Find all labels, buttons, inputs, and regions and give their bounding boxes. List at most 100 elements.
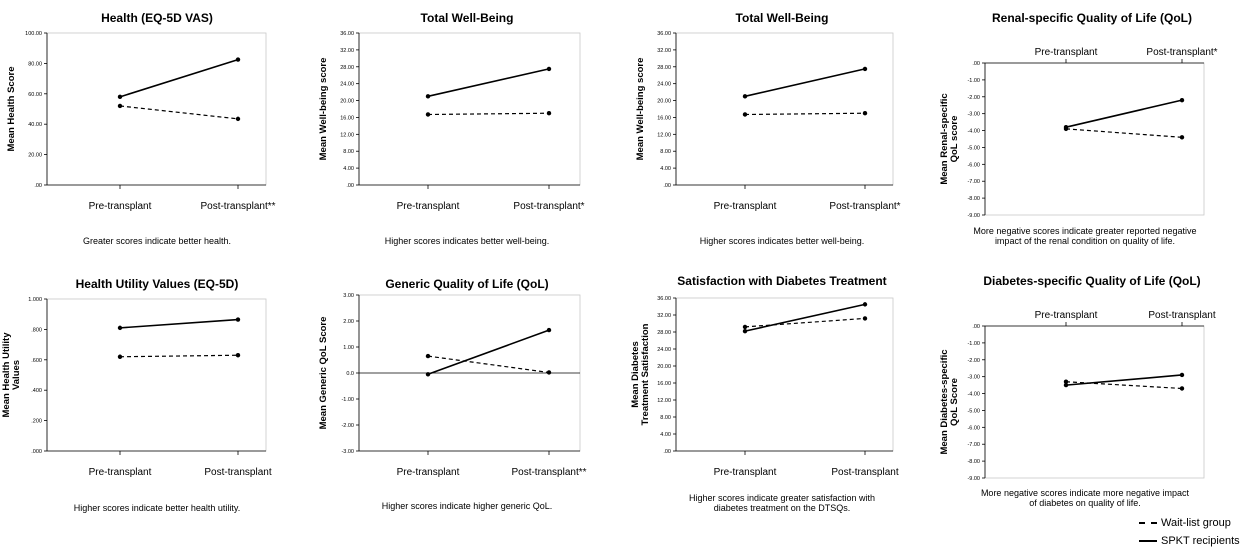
chart-title: Diabetes-specific Quality of Life (QoL) — [983, 274, 1200, 288]
chart-caption: More negative scores indicate greater re… — [973, 226, 1196, 246]
y-axis-label: Mean DiabetesTreatment Satisfaction — [630, 323, 651, 425]
y-axis-label: Mean Health Score — [6, 67, 17, 152]
legend-item-spkt: SPKT recipients — [1139, 532, 1247, 550]
data-point-spkt — [1179, 372, 1185, 378]
y-tick-label: .00 — [346, 183, 354, 189]
y-tick-label: 1.000 — [28, 297, 42, 303]
y-tick-label: 3.00 — [343, 293, 354, 299]
x-tick-label: Pre-transplant — [397, 467, 460, 478]
chart-caption: More negative scores indicate more negat… — [981, 488, 1190, 508]
chart-panel-5: Health Utility Values (EQ-5D) .000 .200 .40… — [1, 277, 272, 513]
series-line-spkt — [744, 68, 866, 98]
x-tick-label: Pre-transplant — [89, 201, 152, 212]
y-tick-label: -1.00 — [967, 341, 980, 347]
series-line-spkt — [119, 58, 239, 98]
data-point-waitlist — [742, 112, 748, 117]
y-tick-label: -9.00 — [967, 213, 980, 219]
y-tick-label: 24.00 — [340, 82, 354, 88]
y-tick-label: -7.00 — [967, 179, 980, 185]
y-tick-label: -2.00 — [967, 95, 980, 101]
data-point-waitlist — [1063, 126, 1069, 132]
data-point-spkt — [117, 325, 123, 331]
x-tick-label: Post-transplant** — [511, 467, 586, 478]
chart-panel-2: Total Well-Being .00 4.00 8.00 12.00 16.00 20.… — [318, 11, 585, 246]
data-point-spkt — [862, 66, 868, 72]
series-line-spkt — [1065, 99, 1183, 128]
legend-label-spkt: SPKT recipients — [1161, 535, 1240, 547]
plot-frame — [984, 62, 1205, 216]
y-tick-label: 4.00 — [660, 432, 671, 438]
data-point-spkt — [117, 94, 123, 100]
chart-caption: Higher scores indicate greater satisfact… — [689, 493, 875, 513]
data-point-spkt — [235, 317, 241, 322]
chart-caption: Higher scores indicates better well-bein… — [385, 236, 550, 246]
y-tick-label: 36.00 — [657, 31, 671, 37]
chart-panel-6: Generic Quality of Life (QoL) -3.00 -2.00 -… — [318, 277, 587, 511]
y-tick-label: 12.00 — [657, 398, 671, 404]
y-tick-label: 28.00 — [340, 65, 354, 71]
legend: Wait-list group SPKT recipients — [1139, 514, 1247, 550]
y-tick-label: -6.00 — [967, 425, 980, 431]
y-tick-label: -8.00 — [967, 459, 980, 465]
data-point-waitlist — [862, 316, 868, 321]
plot-frame — [358, 32, 581, 186]
y-tick-label: 36.00 — [340, 31, 354, 37]
y-tick-label: 4.00 — [660, 166, 671, 172]
x-tick-label: Pre-transplant — [1035, 310, 1098, 321]
y-tick-label: .200 — [31, 419, 42, 425]
y-tick-label: .400 — [31, 388, 42, 394]
y-tick-label: 20.00 — [657, 364, 671, 370]
data-point-spkt — [862, 302, 868, 307]
series-line-waitlist — [1065, 381, 1183, 390]
y-tick-label: .00 — [34, 183, 42, 189]
data-point-waitlist — [742, 324, 748, 330]
chart-caption: Greater scores indicate better health. — [83, 236, 231, 246]
y-tick-label: 32.00 — [340, 48, 354, 54]
chart-panel-7: Satisfaction with Diabetes Treatment .00 4… — [630, 274, 899, 513]
series-line-spkt — [427, 68, 550, 98]
chart-title: Renal-specific Quality of Life (QoL) — [992, 11, 1192, 25]
y-tick-label: -8.00 — [967, 196, 980, 202]
y-tick-label: 40.00 — [28, 122, 42, 128]
plot-frame — [46, 298, 267, 452]
x-tick-label: Pre-transplant — [714, 201, 777, 212]
plot-frame — [984, 325, 1205, 479]
data-point-spkt — [546, 327, 552, 333]
y-tick-label: .600 — [31, 358, 42, 364]
x-tick-label: Post-transplant* — [1146, 47, 1217, 58]
y-tick-label: 12.00 — [340, 132, 354, 138]
y-tick-label: 12.00 — [657, 132, 671, 138]
data-point-spkt — [425, 94, 431, 99]
y-tick-label: 2.00 — [343, 319, 354, 325]
y-tick-label: -3.00 — [967, 375, 980, 381]
y-tick-label: -9.00 — [967, 476, 980, 482]
plot-frame — [46, 32, 267, 186]
y-tick-label: 16.00 — [657, 381, 671, 387]
y-tick-label: 24.00 — [657, 347, 671, 353]
series-line-waitlist — [427, 112, 550, 116]
y-axis-label: Mean Renal-specificQoL score — [939, 93, 960, 184]
y-tick-label: .00 — [972, 61, 980, 67]
data-point-spkt — [425, 372, 431, 377]
x-tick-label: Pre-transplant — [714, 467, 777, 478]
y-tick-label: -2.00 — [341, 423, 354, 429]
y-tick-label: -1.00 — [967, 78, 980, 84]
data-point-spkt — [1063, 382, 1069, 388]
chart-title: Total Well-Being — [421, 11, 514, 25]
data-point-waitlist — [546, 370, 552, 375]
chart-title: Health Utility Values (EQ-5D) — [76, 277, 239, 291]
data-point-waitlist — [425, 112, 431, 117]
data-point-spkt — [546, 66, 552, 72]
y-tick-label: 28.00 — [657, 65, 671, 71]
y-tick-label: 16.00 — [340, 115, 354, 121]
y-tick-label: 0.0 — [346, 371, 354, 377]
y-axis-label: Mean Health UtilityValues — [1, 332, 22, 418]
series-line-waitlist — [427, 355, 550, 374]
y-tick-label: -7.00 — [967, 442, 980, 448]
y-tick-label: -3.00 — [341, 449, 354, 455]
data-point-waitlist — [235, 353, 241, 358]
y-axis-label: Mean Well-being score — [318, 58, 329, 161]
x-tick-label: Post-transplant** — [200, 201, 275, 212]
y-tick-label: -5.00 — [967, 145, 980, 151]
